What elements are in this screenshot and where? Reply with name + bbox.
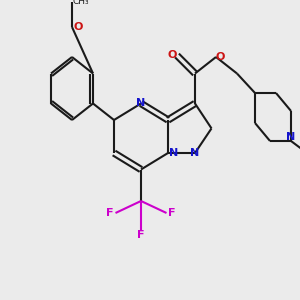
- Text: N: N: [190, 148, 200, 158]
- Text: F: F: [137, 230, 145, 241]
- Text: O: O: [73, 22, 83, 32]
- Text: N: N: [169, 148, 178, 158]
- Text: CH₃: CH₃: [73, 0, 89, 6]
- Text: F: F: [106, 208, 114, 218]
- Text: O: O: [168, 50, 177, 61]
- Text: N: N: [286, 131, 296, 142]
- Text: O: O: [216, 52, 225, 62]
- Text: F: F: [168, 208, 176, 218]
- Text: N: N: [136, 98, 146, 109]
